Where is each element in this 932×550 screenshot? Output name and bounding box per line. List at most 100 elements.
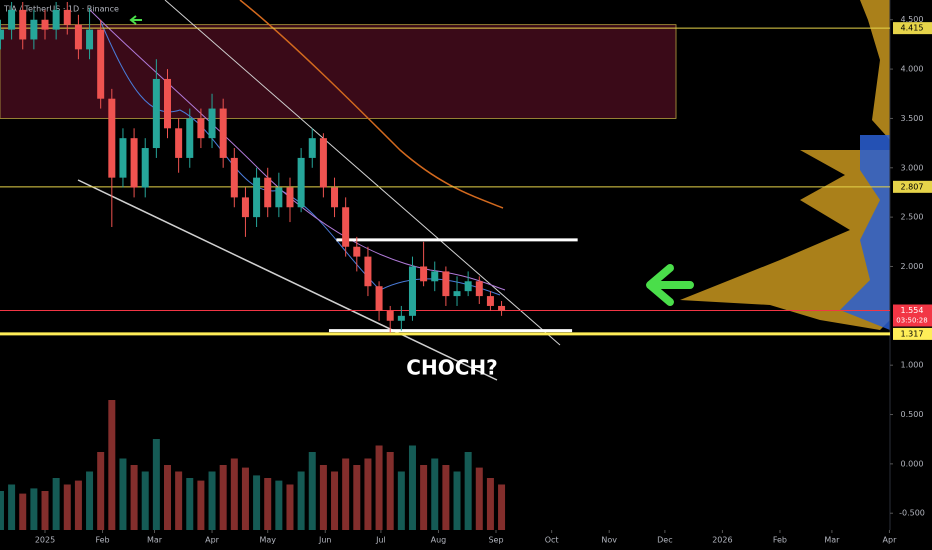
y-tick-label: 2.000 [901,262,924,271]
volume-bar [208,471,216,530]
candle-body [364,256,372,287]
candle-body [86,29,94,50]
arrow [129,15,142,25]
candle-body [197,118,205,139]
candle-body [464,281,472,292]
volume-bar [297,471,305,530]
x-tick-label: Oct [545,536,559,545]
volume-bar [175,471,183,530]
y-tick-label: 2.500 [901,213,924,222]
price-label-box [893,304,932,327]
y-tick-label: 0.500 [901,410,924,419]
volume-bar [498,484,506,530]
y-tick-label: 4.500 [901,15,924,24]
candle-body [163,78,171,129]
y-tick-label: 0.000 [901,459,924,468]
volume-bar [230,458,238,530]
candle-body [52,9,60,30]
volume-bar [486,478,494,530]
x-tick-label: Apr [883,536,898,545]
candle-body [431,271,439,282]
y-tick-label: 3.500 [901,114,924,123]
x-tick-label: 2026 [712,536,732,545]
volume-bar [86,471,94,530]
volume-bar [186,478,194,530]
candle-body [453,291,461,297]
candle-body [253,177,261,218]
candle-body [19,9,27,40]
moving-average [239,0,504,209]
y-tick-label: 1.000 [901,361,924,370]
candle-body [475,281,483,297]
candle-body [308,138,316,158]
volume-bar [397,471,405,530]
volume-bar [163,465,171,530]
candle-body [286,187,294,208]
x-tick-label: Mar [824,536,840,545]
volume-bar [152,439,160,530]
candle-body [319,138,327,188]
candle-body [30,19,38,40]
candle-body [442,271,450,297]
x-tick-label: Jun [318,536,332,545]
price-label: 1.317 [901,329,924,338]
volume-bar [408,445,416,530]
volume-bar [464,452,472,530]
volume-bar [241,467,249,530]
candle-body [420,266,428,282]
chart-title: TIA / TetherUS · 1D · Binance [3,5,119,14]
candle-body [486,296,494,306]
volume-bar [219,465,227,530]
candle-body [264,177,272,208]
candle-body [0,29,4,40]
candle-body [175,128,183,158]
candle-body [208,108,216,139]
trendline [77,179,498,381]
candle-body [41,19,49,30]
volume-bar [264,478,272,530]
volume-bar [353,465,361,530]
candle-body [8,9,16,30]
price-label-box [893,22,932,35]
candle-body [375,286,383,311]
volume-bar [420,465,428,530]
volume-bar [30,488,38,530]
candle-body [275,187,283,208]
x-tick-label: Mar [147,536,163,545]
candle-body [353,246,361,257]
countdown: 03:50:28 [896,316,927,324]
volume-bar [97,452,105,530]
candle-body [152,78,160,149]
candle-body [297,157,305,208]
annotation: CHOCH? [406,356,497,380]
volume-bar [286,484,294,530]
price-label: 1.554 [901,306,924,315]
x-tick-label: Feb [95,536,109,545]
candle-body [386,310,394,321]
x-tick-label: Aug [431,536,447,545]
candle-body [74,24,82,50]
price-label-box [893,180,932,193]
price-label-box [893,327,932,340]
x-tick-label: Dec [657,536,672,545]
candle-body [342,207,350,247]
volume-bar [475,467,483,530]
volume-bar [119,458,127,530]
x-tick-label: Nov [601,536,617,545]
candle-body [141,148,149,188]
candle-body [130,138,138,188]
volume-profile [680,0,890,330]
volume-bar [375,445,383,530]
candle-body [97,29,105,99]
volume-bar [130,465,138,530]
arrow [646,264,694,306]
candle-body [331,187,339,208]
candle-body [63,9,71,25]
volume-bar [63,484,71,530]
x-tick-label: Sep [488,536,503,545]
volume-bar [0,491,4,530]
candle-body [219,108,227,158]
candle-body [230,157,238,198]
candle-body [498,305,506,311]
